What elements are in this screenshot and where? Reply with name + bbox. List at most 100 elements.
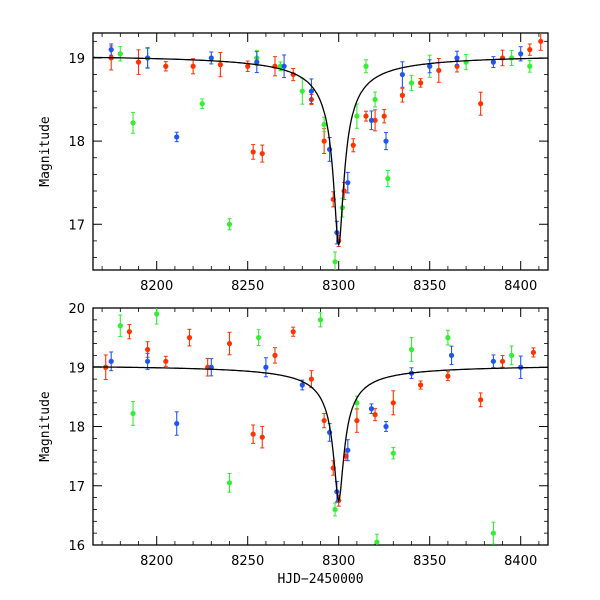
y-tick-label: 18 [68, 421, 85, 436]
data-point [126, 329, 132, 335]
data-point [321, 417, 327, 424]
data-point [163, 63, 169, 69]
top-light-curve-panel: 8200 8250 8300 8350 8400 17 18 19 Magnitude [38, 32, 549, 294]
data-point [363, 63, 369, 69]
data-point [245, 63, 251, 69]
data-point [332, 259, 338, 265]
plot-frame [92, 307, 549, 546]
y-axis-title: Magnitude [38, 391, 53, 462]
data-point [259, 150, 265, 157]
data-point [490, 59, 496, 65]
data-point [250, 431, 256, 437]
y-axis-title: Magnitude [38, 116, 53, 187]
data-point [368, 117, 375, 123]
x-tick-label: 8350 [413, 279, 446, 294]
y-tick-label: 20 [68, 302, 85, 317]
data-point [108, 47, 114, 53]
data-point [408, 346, 415, 353]
data-point [199, 101, 205, 107]
data-point [530, 349, 537, 356]
data-point [130, 120, 136, 126]
data-point [317, 317, 324, 323]
data-point [354, 417, 360, 424]
data-point [408, 80, 415, 86]
data-point [226, 480, 233, 486]
y-tick-label: 19 [68, 52, 85, 67]
data-point [281, 63, 287, 69]
plot-frame [92, 32, 549, 271]
data-point [208, 364, 214, 370]
y-tick-label: 17 [68, 480, 85, 495]
data-point [448, 352, 455, 358]
x-tick-label: 8400 [504, 279, 537, 294]
data-point [250, 149, 256, 155]
data-point [399, 71, 405, 78]
data-point [186, 335, 193, 341]
data-point [145, 346, 151, 353]
x-tick-label: 8200 [140, 554, 173, 569]
data-point [418, 80, 424, 86]
data-point [135, 59, 142, 65]
data-point [299, 382, 305, 388]
data-point [332, 506, 338, 513]
data-point [174, 420, 180, 427]
data-point [259, 434, 265, 440]
data-point [277, 63, 284, 69]
data-point [174, 134, 180, 140]
data-point [418, 382, 424, 388]
x-tick-label: 8250 [231, 279, 264, 294]
data-point [272, 352, 278, 358]
data-point [390, 400, 396, 406]
data-point [130, 410, 136, 417]
data-point [363, 113, 369, 119]
data-point [345, 447, 351, 453]
x-tick-label: 8400 [504, 554, 537, 569]
data-point [217, 62, 223, 68]
data-point [321, 121, 327, 128]
data-point [527, 47, 533, 53]
data-point [308, 376, 314, 382]
data-point [445, 373, 451, 379]
data-point [368, 406, 375, 412]
data-point [490, 530, 496, 536]
x-tick-label: 8350 [413, 554, 446, 569]
data-point [263, 364, 269, 370]
data-point [372, 96, 378, 103]
model-curve [93, 56, 548, 246]
x-axis-title: HJD−2450000 [277, 572, 363, 587]
data-point [538, 38, 544, 44]
y-tick-label: 18 [68, 135, 85, 150]
data-point [509, 352, 515, 358]
data-point [383, 423, 389, 430]
data-point [478, 101, 484, 107]
data-point [454, 55, 460, 61]
data-point [518, 51, 524, 57]
data-point [490, 358, 496, 364]
x-tick-label: 8250 [231, 554, 264, 569]
data-point [208, 55, 214, 61]
data-point [226, 340, 233, 347]
data-point [117, 51, 123, 57]
data-point [256, 335, 262, 341]
data-point [372, 412, 378, 418]
data-point [509, 55, 515, 61]
data-point [478, 397, 484, 403]
data-point [372, 117, 378, 123]
data-point [226, 221, 233, 227]
data-point [345, 180, 351, 186]
data-point [254, 59, 260, 65]
x-tick-label: 8200 [140, 279, 173, 294]
data-point [374, 539, 380, 545]
data-point [527, 63, 533, 69]
data-point [445, 335, 451, 341]
data-point [321, 138, 327, 144]
data-point [108, 358, 114, 364]
bottom-light-curve-panel: 8200 8250 8300 8350 8400 16 17 18 19 20 Magnitude [38, 302, 549, 569]
data-point [163, 358, 169, 364]
data-point [145, 358, 151, 364]
plot-area [93, 33, 548, 270]
data-point [350, 142, 356, 148]
data-point [154, 311, 160, 317]
x-tick-label: 8300 [322, 554, 355, 569]
